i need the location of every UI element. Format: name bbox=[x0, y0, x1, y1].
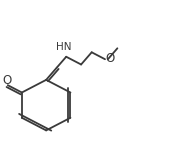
Text: O: O bbox=[106, 52, 115, 65]
Text: HN: HN bbox=[56, 42, 72, 52]
Text: O: O bbox=[2, 74, 11, 87]
